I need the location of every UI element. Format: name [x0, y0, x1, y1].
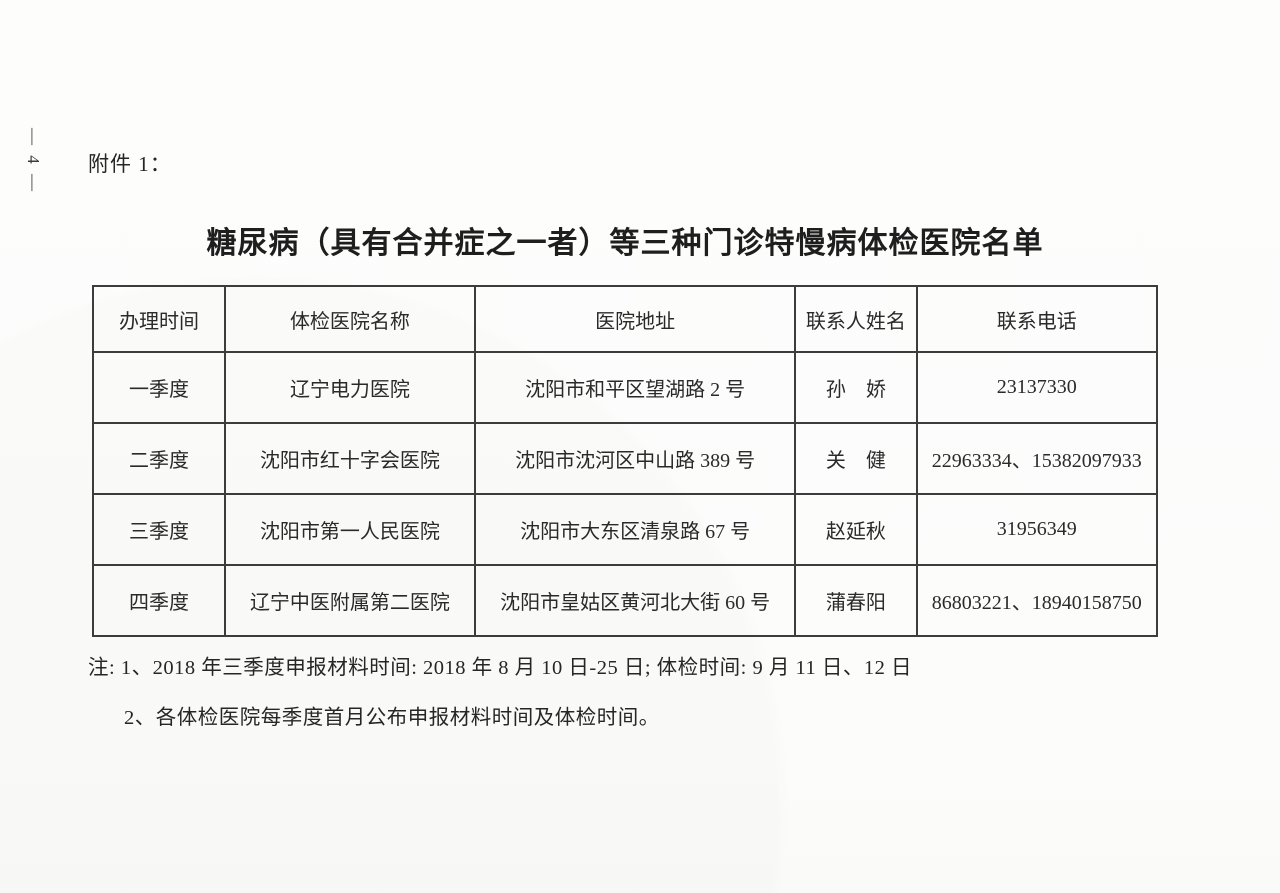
table-row: 二季度 沈阳市红十字会医院 沈阳市沈河区中山路 389 号 关 健 229633…	[92, 422, 1158, 495]
table-row: 一季度 辽宁电力医院 沈阳市和平区望湖路 2 号 孙 娇 23137330	[92, 351, 1158, 424]
column-header-hospital: 体检医院名称	[223, 285, 476, 353]
cell-address: 沈阳市大东区清泉路 67 号	[473, 493, 797, 566]
cell-hospital: 沈阳市第一人民医院	[223, 493, 476, 566]
page-number: — 4 —	[24, 128, 43, 194]
cell-quarter: 四季度	[92, 564, 226, 637]
cell-phone: 22963334、15382097933	[915, 422, 1158, 495]
cell-contact: 蒲春阳	[794, 564, 918, 637]
column-header-address: 医院地址	[473, 285, 797, 353]
cell-hospital: 辽宁电力医院	[223, 351, 476, 424]
document-title: 糖尿病（具有合并症之一者）等三种门诊特慢病体检医院名单	[206, 227, 1044, 260]
cell-hospital: 辽宁中医附属第二医院	[223, 564, 476, 637]
column-header-time: 办理时间	[92, 285, 226, 353]
column-header-phone: 联系电话	[915, 285, 1158, 353]
cell-hospital: 沈阳市红十字会医院	[223, 422, 476, 495]
cell-quarter: 二季度	[92, 422, 226, 495]
column-header-contact: 联系人姓名	[794, 285, 918, 353]
cell-address: 沈阳市和平区望湖路 2 号	[473, 351, 797, 424]
note-line-2: 2、各体检医院每季度首月公布申报材料时间及体检时间。	[124, 707, 660, 729]
cell-quarter: 一季度	[92, 351, 226, 424]
table-row: 三季度 沈阳市第一人民医院 沈阳市大东区清泉路 67 号 赵延秋 3195634…	[92, 493, 1158, 566]
note-line-1: 注: 1、2018 年三季度申报材料时间: 2018 年 8 月 10 日-25…	[88, 657, 912, 679]
cell-phone: 23137330	[915, 351, 1158, 424]
cell-contact: 关 健	[794, 422, 918, 495]
hospital-table: 办理时间 体检医院名称 医院地址 联系人姓名 联系电话 一季度 辽宁电力医院 沈…	[92, 285, 1158, 637]
cell-phone: 31956349	[915, 493, 1158, 566]
cell-contact: 赵延秋	[794, 493, 918, 566]
cell-quarter: 三季度	[92, 493, 226, 566]
table-header-row: 办理时间 体检医院名称 医院地址 联系人姓名 联系电话	[92, 285, 1158, 353]
table-row: 四季度 辽宁中医附属第二医院 沈阳市皇姑区黄河北大街 60 号 蒲春阳 8680…	[92, 564, 1158, 637]
cell-address: 沈阳市沈河区中山路 389 号	[473, 422, 797, 495]
cell-phone: 86803221、18940158750	[915, 564, 1158, 637]
cell-contact: 孙 娇	[794, 351, 918, 424]
cell-address: 沈阳市皇姑区黄河北大街 60 号	[473, 564, 797, 637]
attachment-label: 附件 1：	[88, 152, 172, 176]
